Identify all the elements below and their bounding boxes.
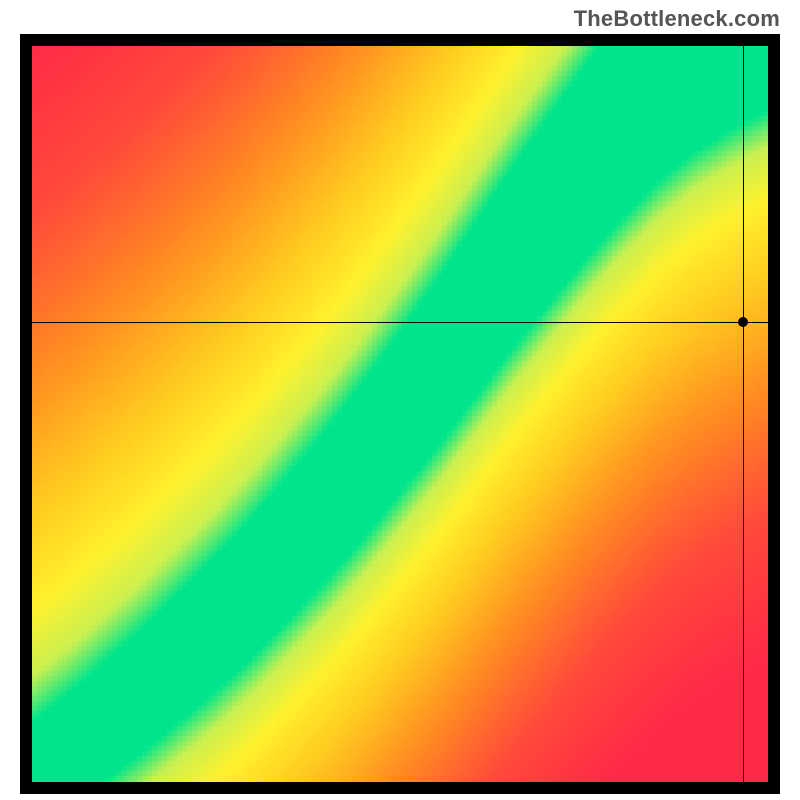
heatmap-plot [32,46,768,782]
crosshair-horizontal [32,322,768,323]
crosshair-vertical [743,46,744,782]
figure-container: TheBottleneck.com [0,0,800,800]
plot-frame [20,34,780,794]
attribution-label: TheBottleneck.com [574,6,780,32]
crosshair-marker [738,317,748,327]
heatmap-canvas [32,46,768,782]
